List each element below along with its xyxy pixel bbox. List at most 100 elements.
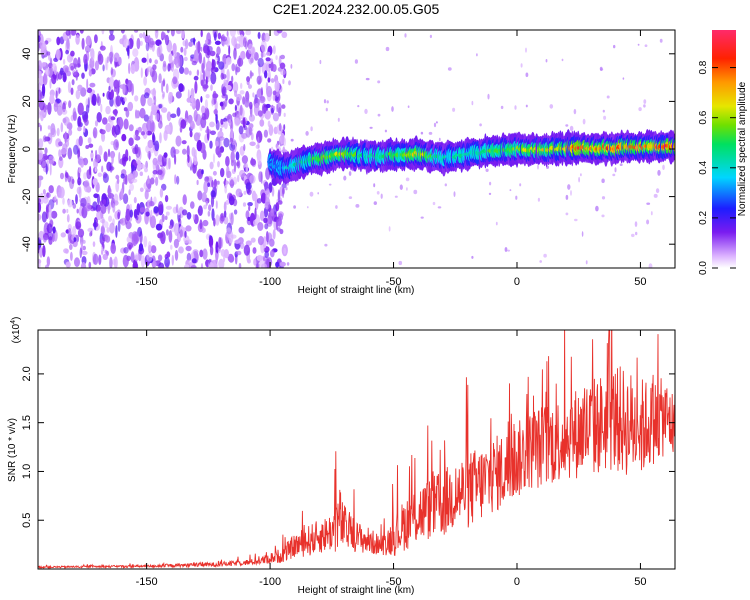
noise-blob <box>643 104 646 108</box>
noise-blob <box>47 231 54 241</box>
noise-blob <box>38 198 42 204</box>
snr-panel: -150 -100 -50 0 50 0.5 1.0 1.5 2.0 Height of st… <box>7 317 676 596</box>
noise-blob <box>223 210 227 218</box>
noise-blob <box>179 66 185 75</box>
noise-blob <box>181 209 188 216</box>
snr-y-ticks: 0.5 1.0 1.5 2.0 <box>21 366 675 528</box>
noise-blob <box>115 95 122 107</box>
noise-blob <box>149 41 156 45</box>
noise-blob <box>573 108 577 115</box>
noise-blob <box>257 222 264 231</box>
noise-blob <box>47 102 52 115</box>
noise-blob <box>89 82 96 88</box>
noise-blob <box>152 169 158 175</box>
noise-blob <box>59 156 63 161</box>
noise-blob <box>194 80 198 94</box>
noise-blob <box>110 116 116 121</box>
noise-blob <box>65 49 69 55</box>
noise-blob <box>145 41 150 52</box>
noise-blob <box>56 36 61 46</box>
noise-blob <box>266 217 273 227</box>
noise-blob <box>168 230 173 243</box>
noise-blob <box>161 154 167 167</box>
noise-blob <box>131 83 135 96</box>
noise-blob <box>209 261 214 268</box>
noise-blob <box>74 257 80 268</box>
noise-blob <box>125 221 132 230</box>
noise-blob <box>202 248 208 260</box>
noise-blob <box>261 103 267 114</box>
noise-blob <box>97 50 102 62</box>
noise-blob <box>369 126 373 129</box>
noise-blob <box>263 256 266 262</box>
noise-blob <box>139 171 143 177</box>
noise-blob <box>277 189 281 203</box>
colorbar-tick-label: 0.6 <box>698 110 709 124</box>
noise-blob <box>612 173 616 177</box>
noise-blob <box>272 229 276 240</box>
noise-blob <box>60 122 64 133</box>
noise-blob <box>248 84 252 89</box>
noise-blob <box>634 221 638 228</box>
spectrogram-heatmap <box>38 30 675 268</box>
noise-blob <box>603 115 607 120</box>
noise-blob <box>94 167 97 172</box>
noise-blob <box>545 59 548 63</box>
noise-blob <box>266 85 273 98</box>
noise-blob <box>72 107 77 121</box>
noise-blob <box>174 249 179 261</box>
noise-blob <box>256 198 262 204</box>
noise-blob <box>264 110 271 120</box>
noise-blob <box>165 211 170 216</box>
noise-blob <box>190 95 194 103</box>
noise-blob <box>243 144 246 151</box>
noise-blob <box>129 203 133 212</box>
noise-blob <box>243 190 247 195</box>
noise-blob <box>63 248 69 254</box>
noise-blob <box>170 244 173 250</box>
noise-blob <box>91 93 97 106</box>
noise-blob <box>438 137 441 142</box>
noise-blob <box>207 57 210 69</box>
noise-blob <box>246 189 252 196</box>
noise-blob <box>220 212 224 219</box>
noise-blob <box>205 200 208 206</box>
noise-blob <box>260 87 263 96</box>
noise-blob <box>178 218 182 228</box>
noise-blob <box>326 100 329 104</box>
noise-blob <box>120 188 124 200</box>
noise-blob <box>495 221 498 226</box>
noise-blob <box>252 192 258 202</box>
noise-blob <box>212 153 216 164</box>
noise-blob <box>384 129 387 133</box>
noise-blob <box>42 189 46 195</box>
noise-blob <box>41 211 48 223</box>
noise-blob <box>257 235 264 246</box>
noise-blob <box>380 193 383 199</box>
y-tick-label: 1.0 <box>21 464 33 479</box>
noise-blob <box>198 52 202 64</box>
noise-blob <box>153 196 157 205</box>
noise-blob <box>229 137 234 144</box>
noise-blob <box>215 252 218 265</box>
noise-blob <box>89 165 92 176</box>
noise-blob <box>73 144 79 155</box>
noise-blob <box>236 191 240 198</box>
noise-blob <box>88 69 93 77</box>
snr-multiplier-close: ) <box>11 317 22 320</box>
noise-blob <box>120 173 125 179</box>
noise-blob <box>266 51 271 56</box>
noise-blob <box>173 58 178 65</box>
noise-blob <box>234 117 241 127</box>
noise-blob <box>38 201 42 213</box>
colorbar: 0.0 0.2 0.4 0.6 0.8 Normalized spectral ampl… <box>698 30 748 275</box>
noise-blob <box>147 150 152 159</box>
noise-blob <box>565 212 569 216</box>
noise-blob <box>267 138 272 143</box>
noise-blob <box>578 176 580 183</box>
noise-blob <box>259 119 265 127</box>
noise-blob <box>58 186 65 199</box>
noise-blob <box>525 47 527 53</box>
noise-blob <box>48 208 53 221</box>
